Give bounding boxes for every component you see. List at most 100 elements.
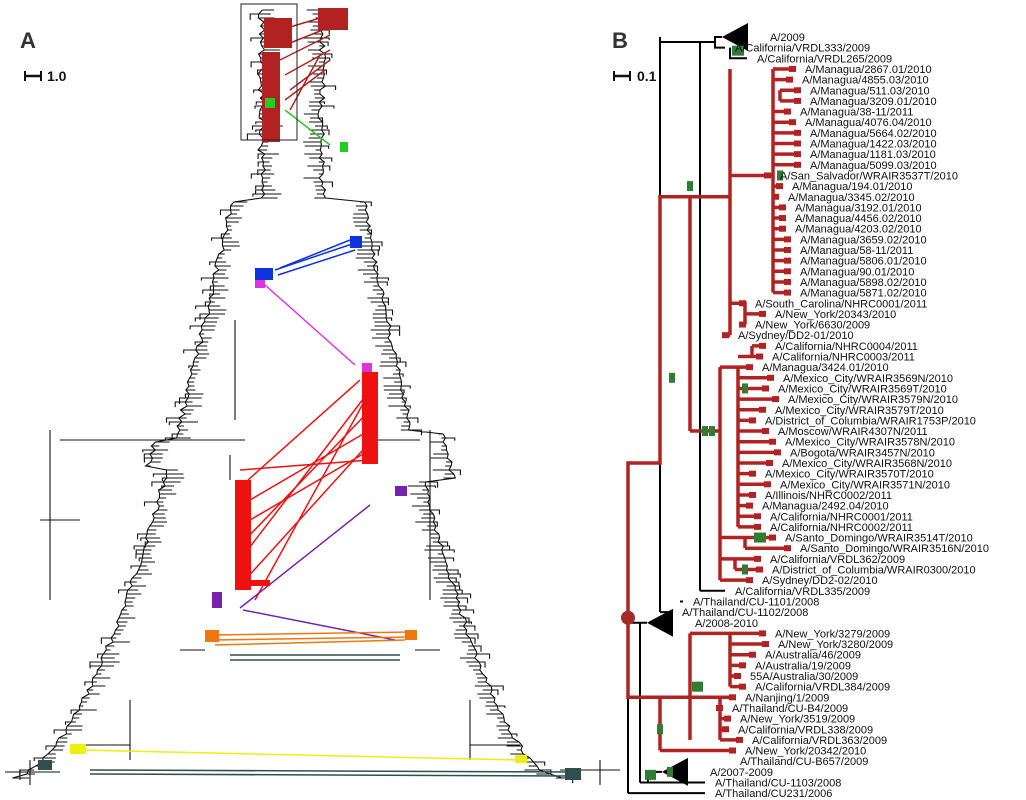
tip-marker (759, 310, 766, 317)
tip-marker (772, 396, 779, 403)
mutation-marker (742, 564, 748, 575)
mutation-marker (645, 769, 651, 780)
taxon-label: A/Managua/3424.01/2010 (762, 362, 889, 374)
taxon-label: A/Managua/1422.03/2010 (810, 139, 937, 151)
tip-marker (776, 183, 783, 190)
cluster-block (340, 142, 348, 152)
connector-line (289, 54, 321, 111)
tip-marker (784, 108, 791, 115)
tip-marker (762, 641, 769, 648)
tip-marker (734, 673, 741, 679)
taxon-label: A/2008-2010 (695, 618, 758, 630)
panel-a-scale-label: 1.0 (47, 68, 67, 84)
taxon-label: A/New_York/3280/2009 (778, 639, 893, 651)
taxon-label: A/Managua/4076.04/2010 (805, 117, 932, 129)
tip-marker (784, 278, 791, 285)
connector-line (279, 34, 331, 61)
tip-marker (789, 65, 796, 72)
taxon-label: A/Managua/5806.01/2010 (800, 256, 927, 268)
taxon-label: A/California/VRDL338/2009 (738, 724, 873, 736)
panel-a-letter: A (20, 28, 36, 53)
tip-marker (774, 449, 781, 456)
taxon-label: A/San_Salvador/WRAIR3537T/2010 (780, 170, 958, 182)
tip-marker (759, 342, 766, 349)
tip-marker (739, 300, 746, 307)
zoom-box (240, 3, 298, 141)
taxon-label: A/Bogota/WRAIR3457N/2010 (790, 447, 935, 459)
taxon-label: A/California/VRDL384/2009 (755, 682, 890, 694)
taxon-label: A/California/NHRC0003/2011 (772, 352, 915, 364)
taxon-label: A/Illinois/NHRC0002/2011 (765, 490, 892, 502)
mutation-marker (777, 170, 783, 181)
connector-line (247, 379, 361, 481)
tip-marker (772, 193, 779, 200)
tip-marker (786, 76, 793, 83)
connector-line (244, 409, 371, 541)
connector-line (239, 459, 371, 471)
tip-marker (784, 268, 791, 275)
taxon-label: A/Managua/4855.03/2010 (802, 75, 929, 87)
tip-marker (767, 374, 774, 381)
collapsed-clades (647, 23, 748, 786)
mutation-marker (697, 681, 703, 692)
connector-line (214, 639, 406, 646)
tip-marker (749, 491, 756, 498)
taxon-label: A/Managua/58-11/2011 (800, 245, 913, 257)
cluster-block (255, 268, 273, 280)
mutation-marker (669, 372, 675, 383)
panel-a-tanglegram (5, 3, 620, 785)
tip-marker (784, 289, 791, 296)
tip-marker (766, 460, 773, 466)
connector-line (239, 504, 371, 609)
taxon-label: A/Thailand/CU-B4/2009 (732, 703, 848, 715)
taxon-label: A/California/VRDL363/2009 (752, 735, 887, 747)
tip-marker (756, 566, 763, 573)
cluster-block (255, 280, 265, 288)
mutation-marker (742, 383, 748, 394)
taxon-label: A/Managua/1181.03/2010 (810, 149, 936, 161)
cluster-block (240, 580, 270, 586)
taxon-labels: A/2009A/California/VRDL333/2009A/Califor… (682, 32, 989, 800)
panel-b-scale-bar: 0.1 (613, 68, 657, 84)
connector-line (279, 239, 351, 269)
tip-marker (794, 87, 801, 94)
taxon-label: A/Managua/3192.01/2010 (795, 202, 922, 214)
taxon-label: A/Mexico_City/WRAIR3570T/2010 (765, 469, 934, 481)
tip-marker (754, 555, 761, 562)
cluster-block (405, 630, 417, 640)
collapsed-clade-triangle (662, 757, 688, 786)
taxon-label: A/Sydney/DD2-01/2010 (738, 330, 854, 342)
connector-line (79, 749, 521, 761)
left-tree-branches (12, 9, 283, 779)
tip-marker (746, 502, 753, 509)
tip-marker (779, 225, 786, 232)
taxon-label: A/South_Carolina/NHRC0001/2011 (755, 298, 927, 310)
mutation-marker (738, 45, 744, 56)
cluster-block (70, 744, 86, 754)
taxon-label: A/New_York/3519/2009 (740, 714, 855, 726)
taxon-label: A/New_York/3279/2009 (775, 628, 890, 640)
tip-marker (759, 406, 766, 413)
taxon-label: A/Sydney/DD2-02/2010 (762, 575, 878, 587)
tip-marker (756, 353, 763, 360)
tip-marker (736, 736, 743, 743)
taxon-label: A/Mexico_City/WRAIR3579T/2010 (775, 405, 944, 417)
cluster-block (264, 18, 292, 48)
cluster-block (235, 480, 251, 590)
taxon-label: A/California/NHRC0001/2011 (770, 511, 913, 523)
tip-marker (794, 140, 801, 147)
tip-marker (722, 332, 729, 339)
connector-lines (79, 14, 571, 777)
taxon-label: A/District_of_Columbia/WRAIR1753P/2010 (765, 415, 976, 427)
tip-marker (749, 417, 756, 424)
connector-line (214, 631, 411, 636)
cluster-block (212, 592, 222, 608)
mutation-marker (760, 532, 766, 543)
taxon-label: A/New_York/6630/2009 (755, 320, 870, 332)
tip-marker (739, 662, 746, 669)
taxon-label: A/California/VRDL362/2009 (770, 554, 905, 566)
tip-marker (794, 151, 801, 158)
root-node (621, 610, 635, 625)
taxon-label: A/New_York/20342/2010 (745, 746, 866, 758)
